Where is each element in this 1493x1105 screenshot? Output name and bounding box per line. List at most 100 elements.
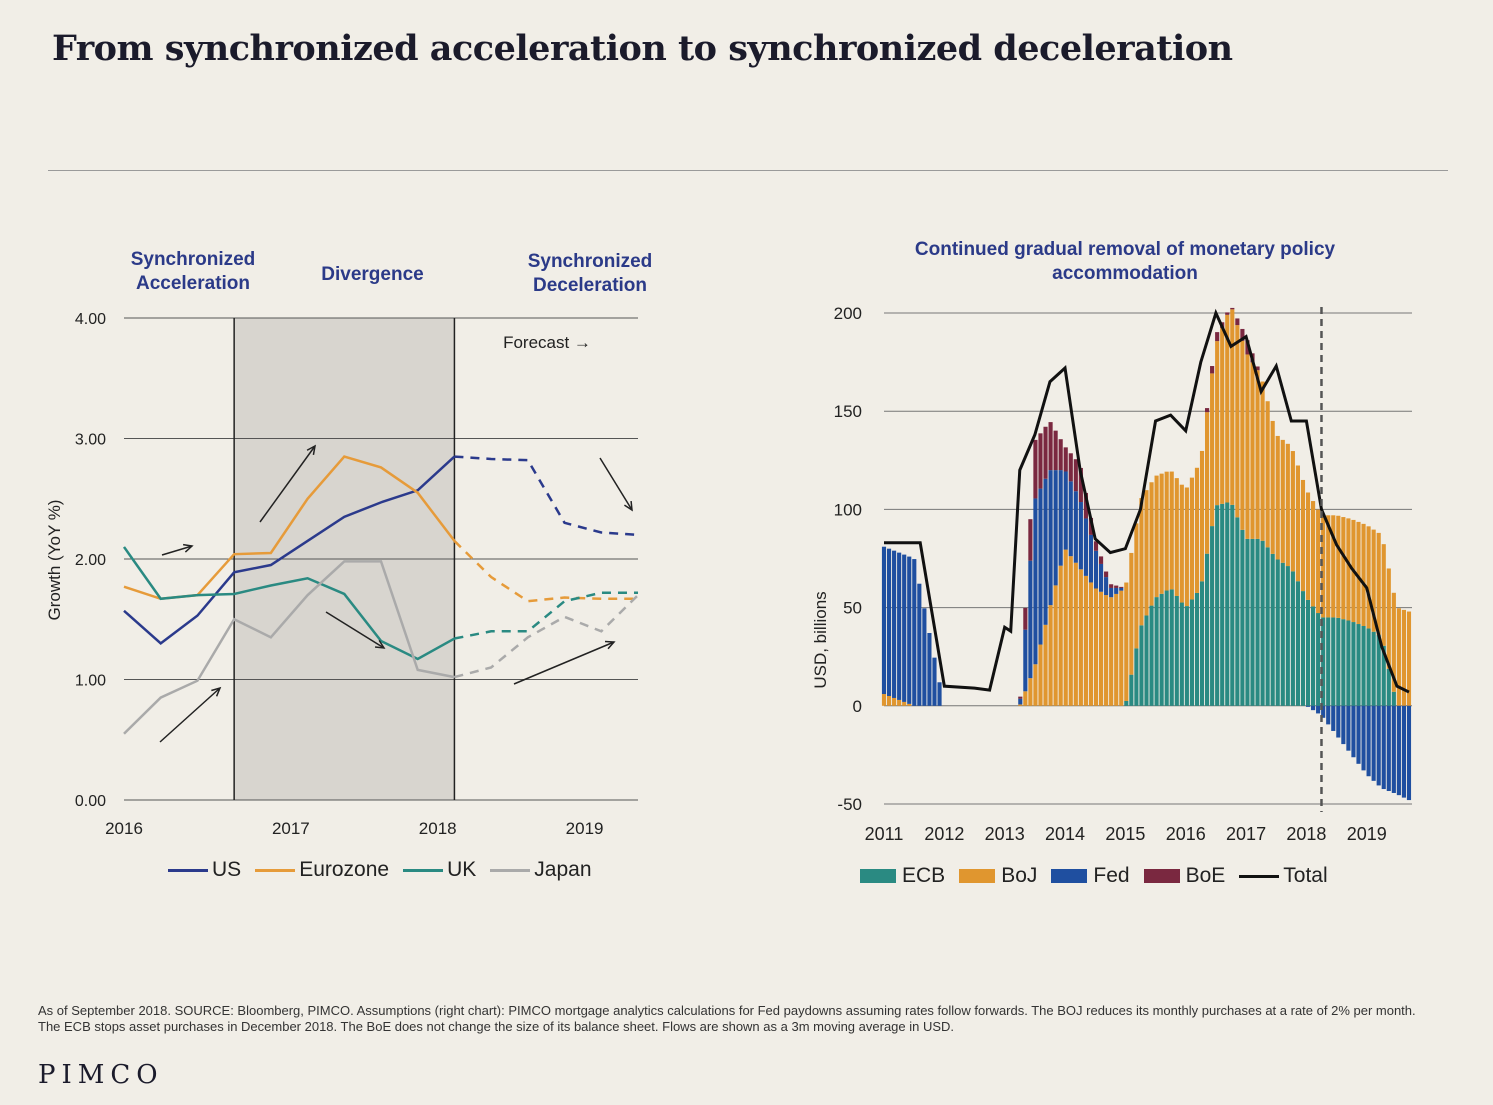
- bar-segment-fed: [1058, 470, 1063, 566]
- bar-segment-ecb: [1300, 591, 1306, 706]
- bar-segment-boj: [1043, 624, 1048, 706]
- bar-segment-boj: [1215, 341, 1220, 506]
- bar-segment-boj: [1396, 608, 1401, 706]
- bar-segment-ecb: [1154, 597, 1159, 706]
- forecast-label: Forecast →: [503, 333, 591, 352]
- bar-segment-fed: [881, 546, 887, 695]
- bar-segment-fed: [1033, 498, 1038, 665]
- trend-arrow-head: [604, 640, 616, 650]
- bar-segment-boj: [1371, 529, 1376, 632]
- bar-segment-fed: [1341, 705, 1346, 745]
- legend-label-uk: UK: [447, 858, 477, 881]
- legend-swatch-uk: [403, 868, 444, 872]
- bar-segment-ecb: [1215, 505, 1220, 706]
- trend-arrow: [259, 445, 316, 523]
- bar-segment-boj: [1078, 569, 1083, 706]
- bar-segment-ecb: [1316, 613, 1321, 706]
- bar-segment-ecb: [1250, 538, 1255, 706]
- trend-arrow: [325, 611, 385, 649]
- left-y-tick-label: 4.00: [75, 311, 106, 328]
- bar-segment-fed: [1098, 563, 1104, 592]
- bar-segment-fed: [1305, 705, 1311, 707]
- bar-segment-boe: [1048, 422, 1053, 471]
- bar-segment-boj: [1023, 691, 1028, 706]
- legend-item-boe: BoE: [1143, 864, 1225, 888]
- bar-segment-ecb: [1204, 553, 1210, 706]
- bar-segment-boj: [1048, 605, 1053, 706]
- bar-segment-boj: [1245, 354, 1250, 539]
- bar-segment-boj: [1018, 704, 1023, 706]
- bar-segment-ecb: [1220, 503, 1225, 706]
- bar-segment-boj: [1174, 478, 1179, 596]
- bar-segment-boj: [1336, 515, 1341, 618]
- legend-swatch-boe: [1143, 869, 1180, 883]
- right-x-tick-label: 2018: [1286, 824, 1326, 844]
- bar-segment-ecb: [1134, 648, 1139, 706]
- bar-segment-fed: [1361, 705, 1366, 771]
- bar-segment-boj: [1154, 475, 1159, 598]
- bar-segment-ecb: [1139, 625, 1144, 706]
- bar-segment-boj: [1401, 609, 1407, 706]
- bar-segment-fed: [1104, 577, 1109, 596]
- bar-segment-boe: [1235, 318, 1240, 326]
- page-title: From synchronized acceleration to synchr…: [52, 28, 1233, 69]
- bar-segment-fed: [1406, 705, 1412, 801]
- left-x-tick-label: 2016: [105, 819, 143, 838]
- bar-segment-ecb: [1341, 619, 1346, 706]
- bar-segment-boj: [1124, 582, 1129, 701]
- bar-segment-boj: [1265, 401, 1270, 548]
- bar-segment-ecb: [1331, 617, 1336, 706]
- bar-segment-fed: [892, 550, 897, 698]
- series-line-uk: [122, 546, 456, 661]
- bar-segment-boj: [1386, 568, 1391, 669]
- bar-segment-boe: [1245, 340, 1250, 355]
- bar-segment-boj: [1033, 664, 1038, 706]
- bar-segment-fed: [1381, 705, 1386, 790]
- bar-segment-boj: [886, 695, 892, 706]
- bar-segment-boj: [1290, 451, 1295, 572]
- bar-segment-fed: [937, 682, 942, 706]
- trend-arrow-head: [211, 686, 222, 697]
- bar-segment-boj: [1083, 575, 1088, 706]
- bar-segment-boj: [1210, 373, 1215, 527]
- bar-segment-boj: [1300, 479, 1306, 592]
- bar-segment-fed: [1063, 471, 1068, 550]
- bar-segment-boj: [1235, 325, 1240, 518]
- right-x-tick-label: 2019: [1347, 824, 1387, 844]
- series-forecast-line-uk: [454, 591, 638, 640]
- bar-segment-ecb: [1270, 553, 1275, 706]
- bar-segment-boe: [1098, 556, 1104, 564]
- bar-segment-ecb: [1144, 615, 1149, 706]
- trend-arrow: [159, 687, 221, 743]
- right-chart-title: Continued gradual removal of monetary po…: [914, 239, 1336, 284]
- bar-segment-boj: [1311, 501, 1316, 607]
- bar-segment-fed: [1078, 502, 1083, 570]
- legend-swatch-boj: [959, 869, 996, 883]
- bar-segment-boj: [1255, 370, 1260, 539]
- bar-segment-boj: [1391, 592, 1396, 692]
- pimco-logo: PIMCO: [38, 1060, 164, 1090]
- trend-arrow: [599, 457, 633, 511]
- bar-segment-fed: [1088, 534, 1094, 583]
- bar-segment-boj: [1088, 582, 1094, 706]
- bar-segment-fed: [1336, 705, 1341, 738]
- bar-segment-boe: [1053, 430, 1058, 471]
- bar-segment-ecb: [1164, 590, 1169, 706]
- bar-segment-ecb: [1265, 547, 1270, 706]
- bar-segment-boj: [1063, 549, 1068, 706]
- right-x-tick-label: 2016: [1166, 824, 1206, 844]
- bar-segment-ecb: [1336, 617, 1341, 706]
- bar-segment-boj: [902, 701, 907, 706]
- bar-segment-boj: [1275, 435, 1280, 560]
- legend-item-eurozone: Eurozone: [255, 858, 389, 882]
- bar-segment-boe: [1018, 696, 1023, 699]
- bar-segment-fed: [1386, 705, 1391, 792]
- bar-segment-boj: [1114, 593, 1119, 706]
- right-y-tick-label: -50: [837, 795, 862, 814]
- legend-swatch-fed: [1051, 869, 1088, 883]
- bar-segment-ecb: [1356, 624, 1361, 706]
- trend-arrow-head: [306, 444, 317, 455]
- bar-segment-fed: [1346, 705, 1351, 751]
- bar-segment-boe: [1230, 307, 1235, 310]
- bar-segment-boj: [1093, 588, 1099, 706]
